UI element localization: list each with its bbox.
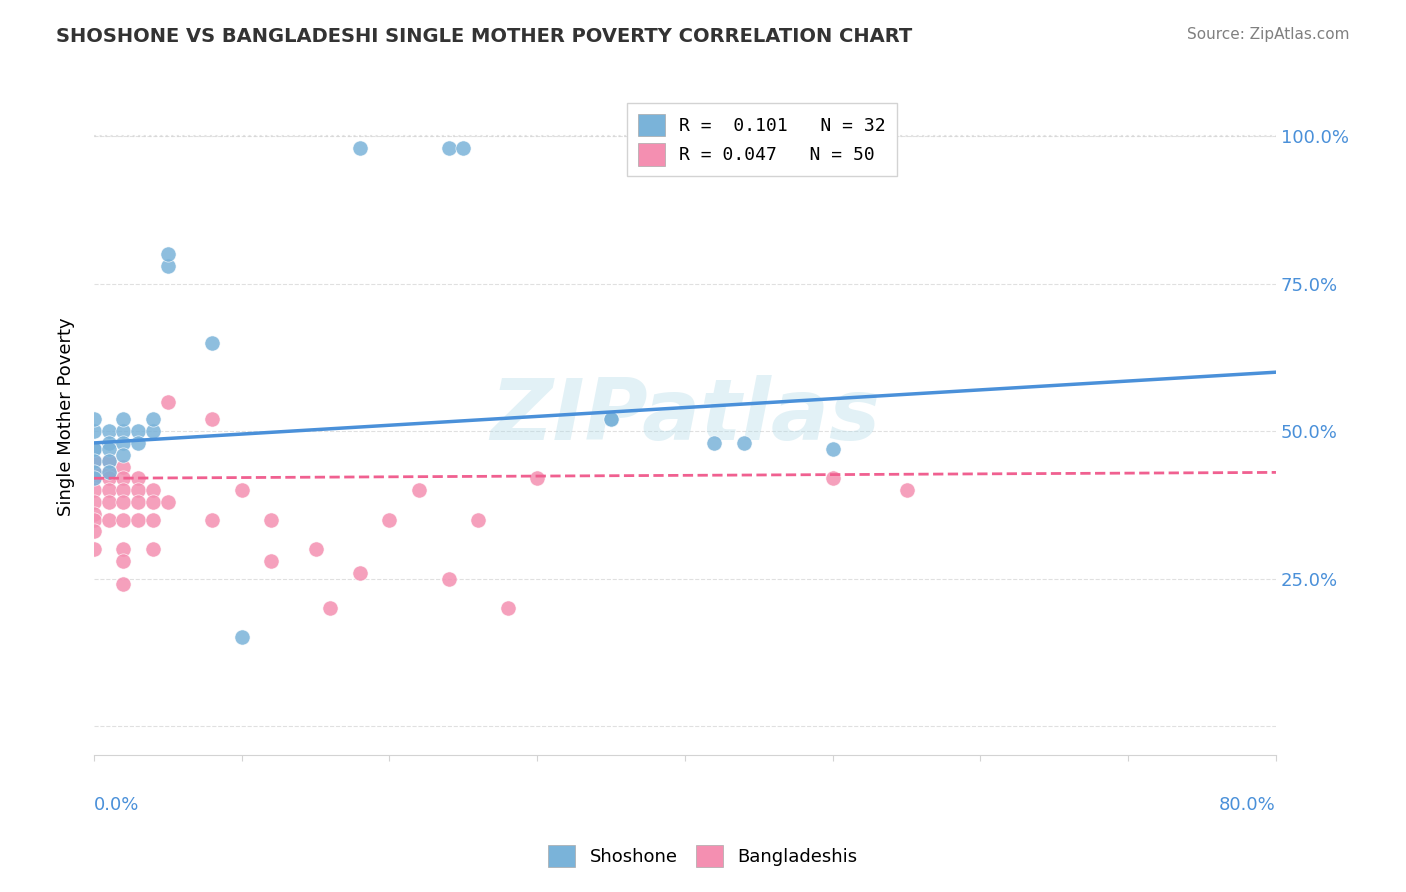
Point	[127, 471, 149, 485]
Point	[112, 554, 135, 568]
Point	[112, 412, 135, 426]
Point	[896, 483, 918, 497]
Point	[83, 483, 105, 497]
Point	[600, 412, 623, 426]
Point	[83, 412, 105, 426]
Point	[142, 542, 165, 557]
Point	[703, 436, 725, 450]
Point	[349, 141, 371, 155]
Point	[127, 483, 149, 497]
Point	[821, 442, 844, 456]
Point	[83, 466, 105, 480]
Point	[112, 495, 135, 509]
Point	[97, 483, 120, 497]
Point	[142, 495, 165, 509]
Point	[83, 524, 105, 539]
Point	[142, 424, 165, 438]
Point	[319, 601, 342, 615]
Point	[83, 442, 105, 456]
Point	[821, 471, 844, 485]
Point	[97, 453, 120, 467]
Point	[83, 442, 105, 456]
Text: 0.0%: 0.0%	[94, 796, 139, 814]
Y-axis label: Single Mother Poverty: Single Mother Poverty	[58, 317, 75, 516]
Point	[231, 483, 253, 497]
Point	[83, 442, 105, 456]
Point	[97, 466, 120, 480]
Point	[142, 412, 165, 426]
Point	[97, 436, 120, 450]
Point	[600, 412, 623, 426]
Point	[97, 466, 120, 480]
Point	[349, 566, 371, 580]
Point	[127, 436, 149, 450]
Point	[83, 512, 105, 526]
Point	[83, 495, 105, 509]
Point	[97, 424, 120, 438]
Point	[112, 512, 135, 526]
Point	[304, 542, 326, 557]
Point	[378, 512, 401, 526]
Text: SHOSHONE VS BANGLADESHI SINGLE MOTHER POVERTY CORRELATION CHART: SHOSHONE VS BANGLADESHI SINGLE MOTHER PO…	[56, 27, 912, 45]
Text: ZIPatlas: ZIPatlas	[489, 375, 880, 458]
Point	[97, 471, 120, 485]
Point	[142, 483, 165, 497]
Point	[112, 471, 135, 485]
Legend: Shoshone, Bangladeshis: Shoshone, Bangladeshis	[541, 838, 865, 874]
Point	[127, 424, 149, 438]
Point	[97, 512, 120, 526]
Point	[112, 436, 135, 450]
Point	[83, 542, 105, 557]
Point	[112, 542, 135, 557]
Point	[260, 554, 283, 568]
Text: Source: ZipAtlas.com: Source: ZipAtlas.com	[1187, 27, 1350, 42]
Point	[127, 495, 149, 509]
Point	[260, 512, 283, 526]
Point	[83, 507, 105, 521]
Point	[112, 424, 135, 438]
Point	[83, 453, 105, 467]
Legend: R =  0.101   N = 32, R = 0.047   N = 50: R = 0.101 N = 32, R = 0.047 N = 50	[627, 103, 897, 177]
Point	[83, 471, 105, 485]
Point	[496, 601, 519, 615]
Point	[453, 141, 475, 155]
Point	[231, 631, 253, 645]
Point	[156, 495, 179, 509]
Point	[83, 466, 105, 480]
Point	[83, 453, 105, 467]
Point	[201, 335, 224, 350]
Point	[127, 512, 149, 526]
Point	[83, 424, 105, 438]
Point	[142, 512, 165, 526]
Point	[733, 436, 755, 450]
Point	[112, 483, 135, 497]
Point	[437, 572, 460, 586]
Point	[201, 512, 224, 526]
Point	[112, 448, 135, 462]
Point	[467, 512, 489, 526]
Point	[97, 453, 120, 467]
Point	[112, 577, 135, 591]
Point	[156, 259, 179, 273]
Point	[112, 459, 135, 474]
Point	[526, 471, 548, 485]
Point	[156, 394, 179, 409]
Point	[408, 483, 430, 497]
Point	[97, 495, 120, 509]
Point	[201, 412, 224, 426]
Text: 80.0%: 80.0%	[1219, 796, 1277, 814]
Point	[437, 141, 460, 155]
Point	[83, 471, 105, 485]
Point	[97, 442, 120, 456]
Point	[156, 247, 179, 261]
